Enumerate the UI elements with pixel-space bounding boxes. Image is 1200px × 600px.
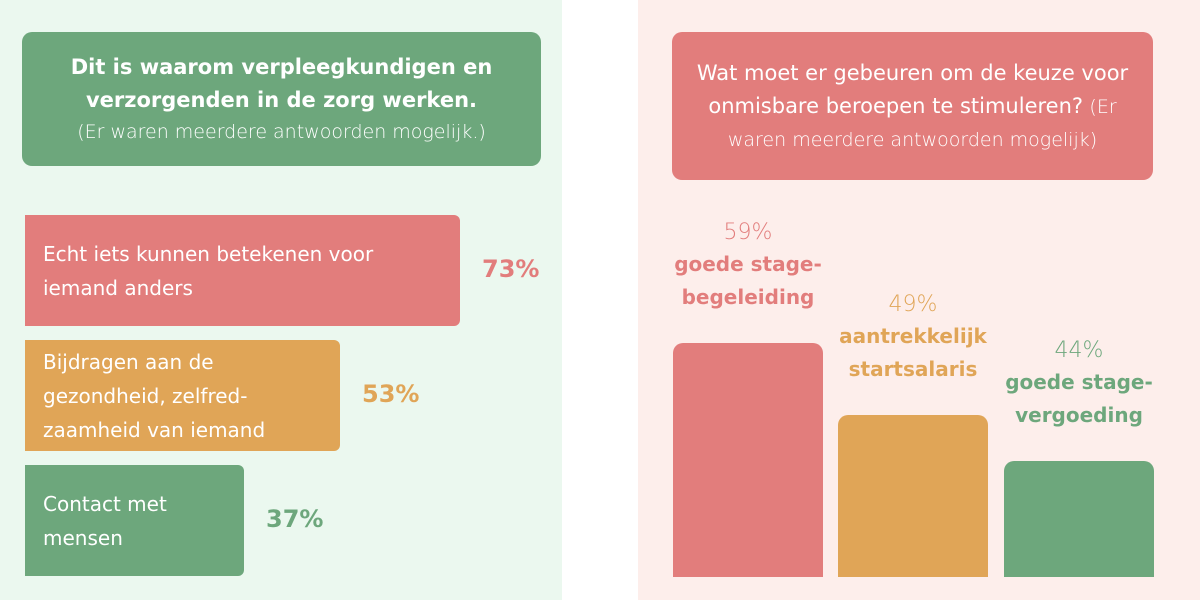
bar-value-label: 73% xyxy=(482,255,540,283)
right-panel: Wat moet er gebeuren om de keuze voor on… xyxy=(638,0,1200,600)
left-panel: Dit is waarom verpleegkundigen en verzor… xyxy=(0,0,562,600)
right-title-box: Wat moet er gebeuren om de keuze voor on… xyxy=(672,32,1153,180)
bar-value-label: 53% xyxy=(362,380,420,408)
right-subtitle: (Er waren meerdere antwoorden mogelijk) xyxy=(727,95,1117,151)
column-0 xyxy=(673,343,823,577)
bar-label: Echt iets kunnen betekenen voor iemand a… xyxy=(43,241,374,300)
bar-2: Contact met mensen xyxy=(25,465,244,576)
bar-value-label: 37% xyxy=(266,505,324,533)
column-category: goede stage-begeleiding xyxy=(674,252,822,309)
column-category: aantrekkelijk startsalaris xyxy=(839,324,987,381)
column-value: 44% xyxy=(1054,338,1104,363)
left-title-box: Dit is waarom verpleegkundigen en verzor… xyxy=(22,32,541,166)
bar-label: Contact met mensen xyxy=(43,491,167,550)
bar-label: Bijdragen aan de gezondheid, zelfred-zaa… xyxy=(43,349,266,442)
column-label-0: 59% goede stage-begeleiding xyxy=(663,218,833,314)
left-title: Dit is waarom verpleegkundigen en verzor… xyxy=(70,55,493,112)
right-title: Wat moet er gebeuren om de keuze voor on… xyxy=(696,60,1129,118)
column-value: 59% xyxy=(723,220,773,245)
column-label-2: 44% goede stage-vergoeding xyxy=(994,336,1164,432)
left-subtitle: (Er waren meerdere antwoorden mogelijk.) xyxy=(77,121,486,143)
column-2 xyxy=(1004,461,1154,577)
column-1 xyxy=(838,415,988,577)
bar-0: Echt iets kunnen betekenen voor iemand a… xyxy=(25,215,460,326)
column-label-1: 49% aantrekkelijk startsalaris xyxy=(828,290,998,386)
column-category: goede stage-vergoeding xyxy=(1005,370,1153,427)
column-value: 49% xyxy=(888,292,938,317)
bar-1: Bijdragen aan de gezondheid, zelfred-zaa… xyxy=(25,340,340,451)
